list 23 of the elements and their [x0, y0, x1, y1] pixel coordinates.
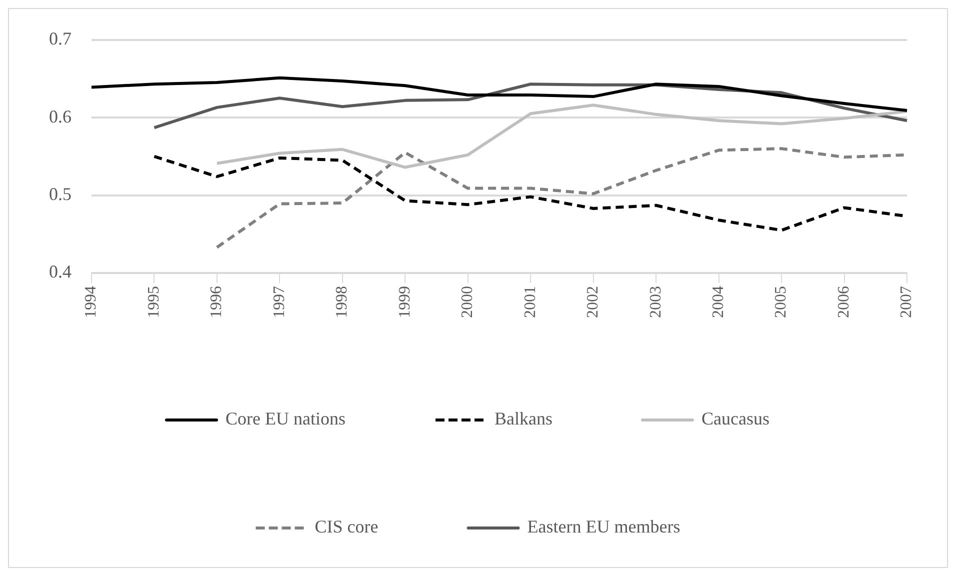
x-tick-label: 2002: [584, 286, 602, 318]
x-tick-label: 1996: [208, 286, 226, 318]
x-tick-label: 1999: [396, 286, 414, 318]
x-tick-label: 2001: [522, 286, 539, 318]
legend-label: Eastern EU members: [527, 516, 680, 537]
y-tick-label: 0.6: [49, 106, 72, 126]
x-tick-label: 1998: [334, 286, 351, 318]
y-tick-label: 0.5: [49, 184, 72, 204]
legend-label: Caucasus: [701, 408, 770, 429]
x-tick-label: 1995: [145, 286, 162, 318]
x-tick-label: 1997: [270, 286, 288, 318]
x-tick-label: 2006: [835, 286, 852, 318]
x-tick-label: 2004: [710, 286, 728, 318]
y-tick-label: 0.7: [49, 28, 72, 49]
x-tick-label: 2003: [647, 286, 664, 318]
legend-label: CIS core: [314, 516, 378, 537]
y-tick-label: 0.4: [49, 262, 72, 282]
x-tick-label: 2007: [898, 286, 916, 318]
legend-label: Balkans: [494, 408, 553, 429]
x-tick-label: 2005: [772, 286, 790, 318]
legend-label: Core EU nations: [226, 408, 346, 429]
x-tick-label: 2000: [459, 286, 476, 318]
x-tick-label: 1994: [82, 286, 100, 318]
